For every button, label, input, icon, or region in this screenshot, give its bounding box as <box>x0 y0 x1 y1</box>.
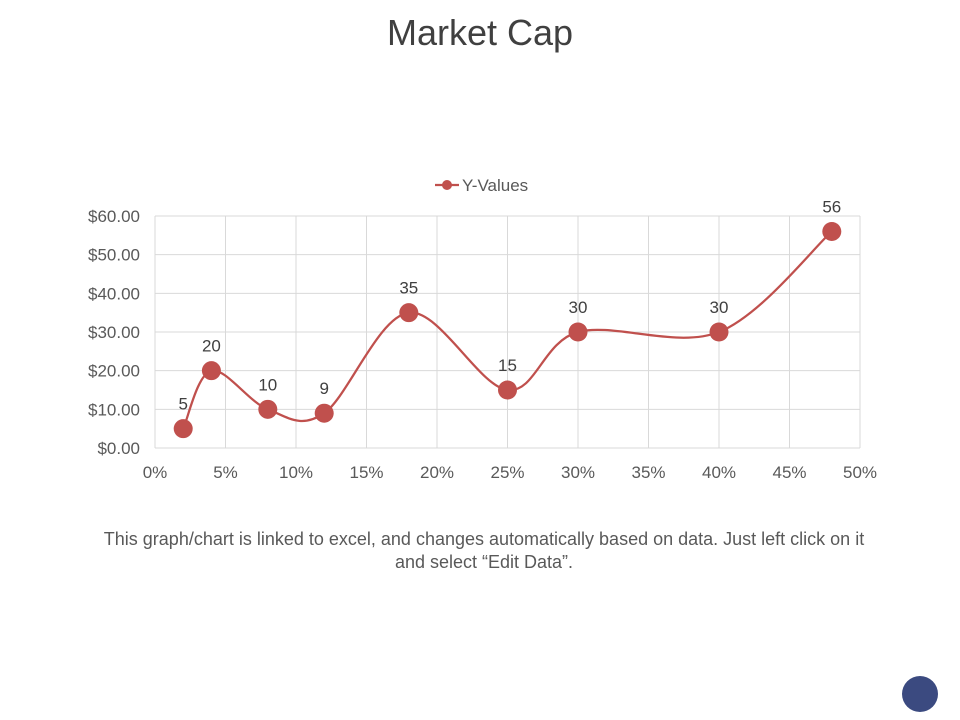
data-label: 35 <box>399 279 418 298</box>
data-point <box>314 403 334 423</box>
data-labels: 5 20 10 9 35 15 30 30 56 <box>178 197 841 413</box>
data-point <box>822 221 842 241</box>
data-label: 56 <box>822 197 841 216</box>
data-label: 20 <box>202 337 221 356</box>
y-tick-label: $20.00 <box>88 362 140 381</box>
navigation-button[interactable] <box>902 676 938 712</box>
data-label: 10 <box>258 375 277 394</box>
x-tick-label: 0% <box>143 463 168 482</box>
x-tick-label: 5% <box>213 463 238 482</box>
data-point <box>201 361 221 381</box>
x-tick-label: 35% <box>631 463 665 482</box>
data-label: 15 <box>498 356 517 375</box>
y-axis-ticks: $0.00 $10.00 $20.00 $30.00 $40.00 $50.00 $60.0… <box>88 207 140 458</box>
data-point <box>498 380 517 400</box>
y-tick-label: $30.00 <box>88 323 140 342</box>
data-point <box>709 322 729 342</box>
x-tick-label: 45% <box>772 463 806 482</box>
x-tick-label: 25% <box>490 463 524 482</box>
x-tick-label: 40% <box>702 463 736 482</box>
data-label: 5 <box>178 395 187 414</box>
data-point <box>173 419 193 439</box>
x-tick-label: 10% <box>279 463 313 482</box>
data-points <box>173 221 842 439</box>
data-label: 30 <box>569 298 588 317</box>
data-label: 30 <box>710 298 729 317</box>
data-point <box>568 322 588 342</box>
legend-label: Y-Values <box>462 176 528 195</box>
x-tick-label: 15% <box>349 463 383 482</box>
data-point <box>258 399 278 419</box>
data-label: 9 <box>319 379 328 398</box>
legend-marker-icon <box>442 180 452 190</box>
x-tick-label: 20% <box>420 463 454 482</box>
chart-caption: This graph/chart is linked to excel, and… <box>103 529 865 572</box>
page-title: Market Cap <box>386 12 574 53</box>
chart-legend[interactable]: Y-Values <box>435 176 528 195</box>
y-tick-label: $40.00 <box>88 284 140 303</box>
chart-grid <box>154 215 861 449</box>
x-tick-label: 30% <box>561 463 595 482</box>
series-line[interactable] <box>182 230 833 430</box>
y-tick-label: $0.00 <box>97 439 140 458</box>
x-tick-label: 50% <box>843 463 877 482</box>
y-tick-label: $50.00 <box>88 246 140 265</box>
y-tick-label: $60.00 <box>88 207 140 226</box>
data-point <box>399 303 419 323</box>
x-axis-ticks: 0% 5% 10% 15% 20% 25% 30% 35% 40% 45% 50% <box>143 463 877 482</box>
y-tick-label: $10.00 <box>88 400 140 419</box>
